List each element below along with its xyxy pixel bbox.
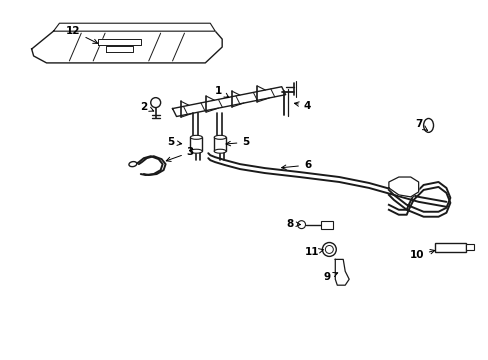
Text: 5: 5 [166, 137, 181, 147]
Polygon shape [172, 87, 285, 117]
Text: 6: 6 [281, 160, 310, 170]
Polygon shape [53, 23, 215, 31]
FancyBboxPatch shape [321, 221, 333, 229]
Ellipse shape [129, 162, 137, 167]
Text: 9: 9 [323, 272, 337, 282]
Text: 1: 1 [214, 86, 228, 98]
Text: 7: 7 [414, 120, 427, 130]
Ellipse shape [214, 149, 225, 153]
Circle shape [322, 243, 336, 256]
Text: 10: 10 [408, 249, 434, 260]
Circle shape [325, 246, 333, 253]
Polygon shape [388, 177, 418, 197]
Circle shape [150, 98, 161, 108]
Text: 8: 8 [285, 219, 300, 229]
Text: 3: 3 [166, 147, 194, 161]
Bar [214, 137, 225, 151]
Text: 11: 11 [305, 247, 323, 257]
Circle shape [297, 221, 305, 229]
Text: 2: 2 [140, 102, 153, 112]
Ellipse shape [423, 118, 433, 132]
Polygon shape [106, 46, 133, 52]
Ellipse shape [190, 149, 202, 153]
Ellipse shape [190, 135, 202, 139]
Text: 12: 12 [66, 26, 98, 43]
Ellipse shape [214, 135, 225, 139]
Bar [190, 137, 202, 151]
Polygon shape [98, 39, 141, 45]
Text: 5: 5 [225, 137, 249, 147]
Polygon shape [335, 260, 348, 285]
Bar [434, 243, 466, 252]
Bar [466, 244, 473, 251]
Text: 4: 4 [294, 100, 310, 111]
Polygon shape [32, 31, 222, 63]
